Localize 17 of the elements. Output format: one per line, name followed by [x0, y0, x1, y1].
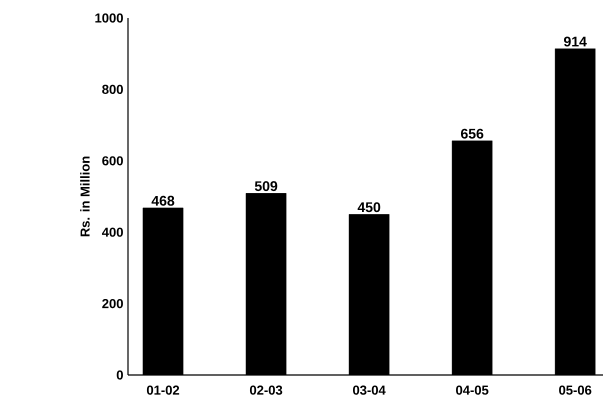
x-tick-label: 04-05 [456, 386, 488, 395]
x-tick-label: 05-06 [559, 386, 592, 395]
y-tick-label: 1000 [95, 13, 123, 23]
data-label: 914 [564, 36, 587, 47]
y-tick-label: 600 [102, 156, 123, 166]
y-axis-title: Rs. in Million [80, 156, 90, 236]
data-label: 656 [460, 128, 484, 139]
x-tick-label: 03-04 [353, 386, 386, 395]
y-tick-label: 800 [102, 84, 123, 94]
y-tick-label: 0 [116, 370, 123, 380]
data-label: 509 [254, 181, 278, 192]
x-tick-label: 02-03 [250, 386, 282, 395]
data-label: 468 [152, 196, 174, 206]
y-tick-label: 400 [102, 228, 123, 237]
x-tick-label: 01-02 [146, 386, 180, 395]
y-tick-label: 200 [102, 298, 123, 308]
data-label: 450 [358, 202, 380, 212]
